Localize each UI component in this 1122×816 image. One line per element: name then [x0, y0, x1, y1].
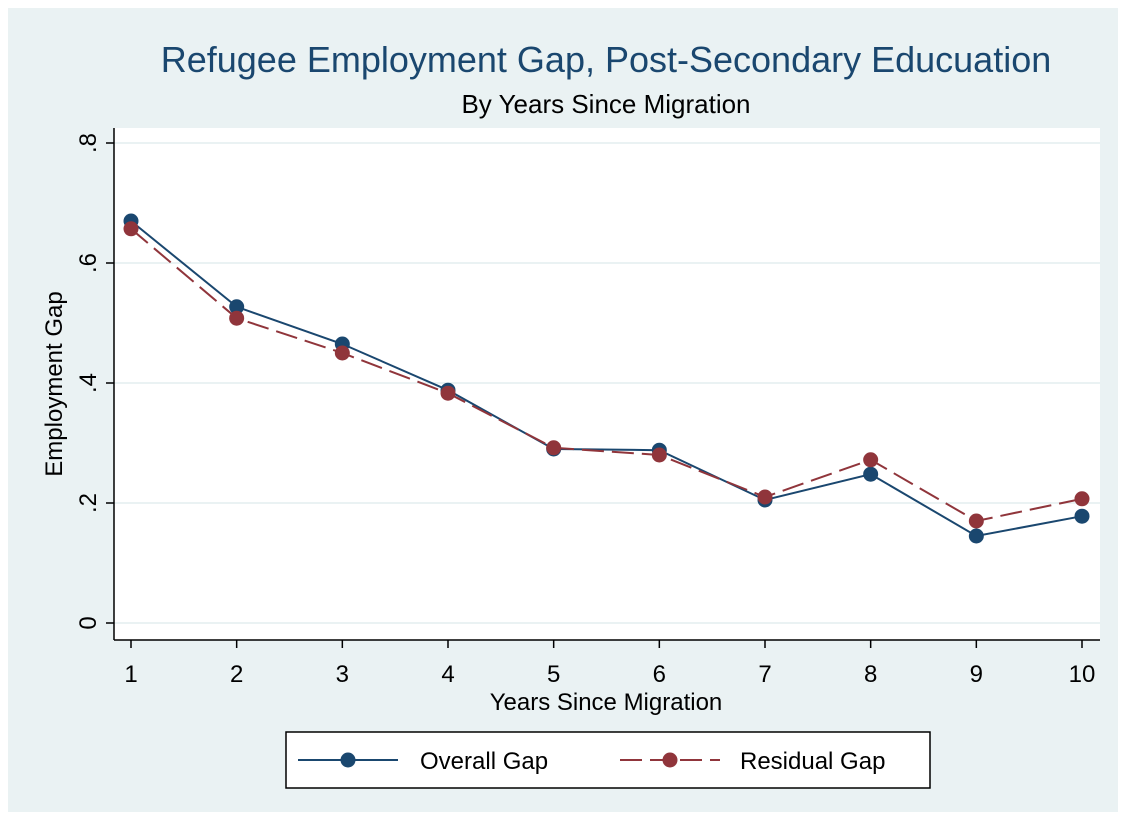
y-tick-label: .8: [75, 133, 102, 153]
series-point-1: [123, 221, 139, 237]
series-point-1: [229, 310, 245, 326]
series-point-1: [334, 345, 350, 361]
legend-marker: [340, 752, 356, 768]
gridlines: [114, 142, 1100, 624]
chart-container: Refugee Employment Gap, Post-Secondary E…: [8, 8, 1118, 812]
x-tick-label: 1: [124, 661, 137, 688]
x-tick-label: 5: [547, 661, 560, 688]
legend-label: Overall Gap: [420, 748, 548, 775]
axes: [113, 128, 1100, 641]
y-tick-label: 0: [75, 616, 102, 629]
series-point-1: [440, 385, 456, 401]
series-point-1: [968, 513, 984, 529]
x-axis-title: Years Since Migration: [490, 689, 723, 716]
chart-title: Refugee Employment Gap, Post-Secondary E…: [161, 39, 1052, 80]
x-tick-label: 10: [1069, 661, 1096, 688]
legend-marker: [662, 752, 678, 768]
y-axis-title: Employment Gap: [41, 291, 68, 476]
series-line-0: [130, 220, 1083, 538]
series-line-1: [130, 228, 1083, 523]
x-tick-label: 9: [970, 661, 983, 688]
y-tick-label: .6: [75, 253, 102, 273]
series-point-1: [651, 447, 667, 463]
x-tick-label: 3: [336, 661, 349, 688]
x-tick-label: 8: [864, 661, 877, 688]
series-point-1: [757, 489, 773, 505]
x-tick-label: 4: [441, 661, 454, 688]
legend-label: Residual Gap: [740, 748, 885, 775]
series-point-0: [863, 466, 879, 482]
series-point-0: [968, 528, 984, 544]
y-tick-label: .4: [75, 373, 102, 393]
x-tick-label: 7: [758, 661, 771, 688]
series-point-0: [229, 299, 245, 315]
series-point-1: [1074, 491, 1090, 507]
series-point-0: [1074, 508, 1090, 524]
series-point-1: [546, 440, 562, 456]
chart-subtitle: By Years Since Migration: [461, 89, 750, 119]
series: [123, 213, 1090, 544]
series-point-1: [863, 452, 879, 468]
legend: Overall Gap Residual Gap: [285, 731, 931, 789]
x-tick-label: 6: [653, 661, 666, 688]
y-tick-label: .2: [75, 493, 102, 513]
ticks: 0 .2 .4 .6 .8 1 2 3 4 5 6 7 8 9 10: [75, 133, 1095, 688]
employment-gap-chart: Refugee Employment Gap, Post-Secondary E…: [41, 39, 1100, 789]
x-tick-label: 2: [230, 661, 243, 688]
